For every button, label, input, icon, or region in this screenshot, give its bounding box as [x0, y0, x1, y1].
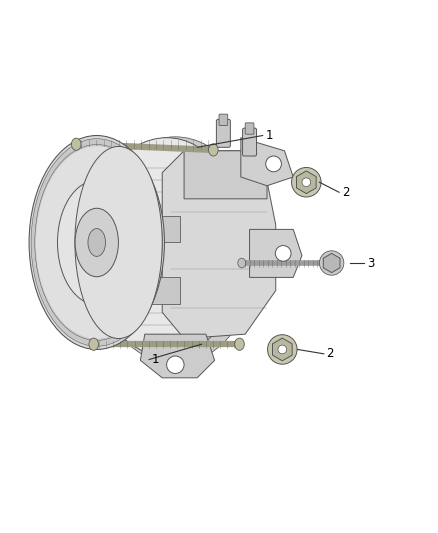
Circle shape	[166, 356, 184, 374]
Ellipse shape	[71, 203, 122, 282]
Ellipse shape	[57, 179, 137, 306]
Ellipse shape	[64, 190, 130, 295]
Ellipse shape	[88, 229, 106, 256]
Ellipse shape	[238, 258, 246, 268]
Ellipse shape	[89, 338, 99, 350]
Ellipse shape	[50, 168, 144, 317]
Circle shape	[268, 335, 297, 364]
Circle shape	[266, 156, 282, 172]
Ellipse shape	[53, 173, 141, 311]
Ellipse shape	[88, 138, 245, 356]
Polygon shape	[250, 229, 302, 277]
FancyBboxPatch shape	[243, 128, 257, 156]
Polygon shape	[323, 253, 340, 272]
Circle shape	[276, 246, 291, 261]
Polygon shape	[141, 334, 215, 378]
Ellipse shape	[60, 185, 133, 300]
Polygon shape	[297, 171, 316, 193]
Text: 1: 1	[265, 129, 273, 142]
Ellipse shape	[71, 201, 123, 284]
Ellipse shape	[68, 197, 126, 288]
Ellipse shape	[43, 157, 151, 328]
Ellipse shape	[39, 152, 154, 333]
Ellipse shape	[60, 185, 133, 300]
Polygon shape	[149, 277, 180, 304]
Ellipse shape	[36, 146, 158, 339]
Ellipse shape	[39, 150, 155, 335]
Ellipse shape	[35, 144, 159, 341]
Ellipse shape	[75, 147, 162, 338]
Polygon shape	[241, 138, 293, 185]
Text: 3: 3	[367, 256, 374, 270]
Ellipse shape	[57, 180, 137, 305]
Ellipse shape	[78, 213, 116, 272]
FancyBboxPatch shape	[216, 119, 230, 147]
Circle shape	[278, 345, 286, 354]
Ellipse shape	[46, 162, 148, 323]
Ellipse shape	[71, 138, 81, 150]
Ellipse shape	[29, 135, 164, 350]
Ellipse shape	[49, 168, 144, 317]
Ellipse shape	[235, 338, 244, 350]
Text: 1: 1	[152, 353, 159, 366]
Polygon shape	[272, 338, 292, 361]
Ellipse shape	[42, 156, 152, 329]
Polygon shape	[162, 151, 276, 338]
Text: 2: 2	[327, 348, 334, 360]
Polygon shape	[149, 216, 180, 243]
Ellipse shape	[92, 137, 258, 364]
Ellipse shape	[57, 181, 136, 304]
Ellipse shape	[64, 191, 129, 294]
Ellipse shape	[53, 174, 140, 311]
Circle shape	[319, 251, 344, 275]
Ellipse shape	[46, 163, 147, 322]
FancyBboxPatch shape	[219, 114, 228, 125]
Ellipse shape	[67, 196, 126, 289]
Circle shape	[302, 178, 311, 187]
FancyBboxPatch shape	[245, 123, 254, 134]
Ellipse shape	[31, 139, 162, 346]
Ellipse shape	[75, 208, 118, 277]
Polygon shape	[184, 151, 267, 199]
Ellipse shape	[74, 207, 119, 278]
Text: 2: 2	[342, 186, 350, 199]
Ellipse shape	[75, 208, 118, 277]
Circle shape	[292, 167, 321, 197]
Ellipse shape	[208, 144, 218, 156]
